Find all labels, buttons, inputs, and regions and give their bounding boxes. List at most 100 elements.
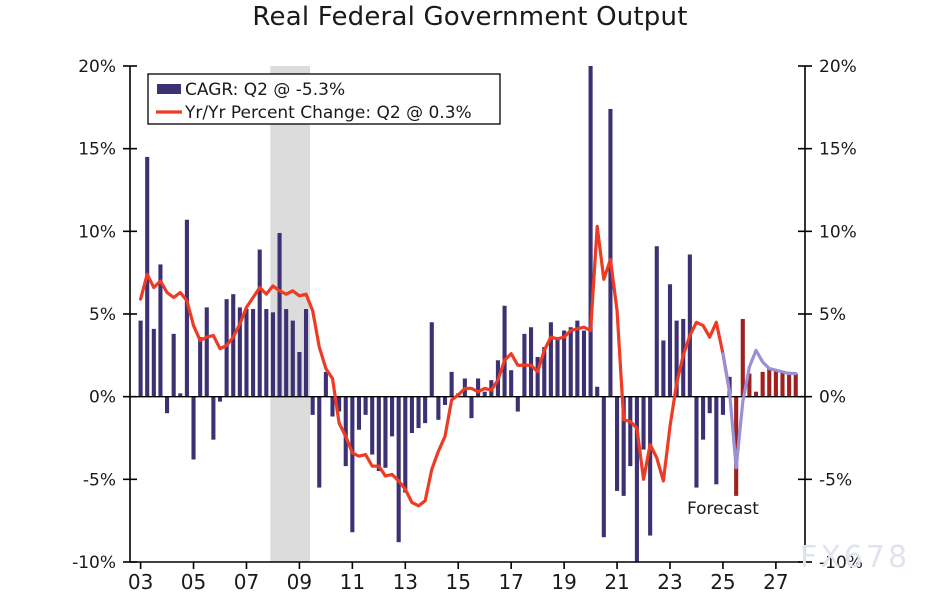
annotations-group: Forecast — [687, 499, 759, 519]
bar — [151, 328, 156, 397]
bar — [370, 396, 375, 455]
bar — [158, 264, 163, 397]
bar — [323, 371, 328, 397]
forecast-line — [721, 348, 798, 470]
bar — [244, 309, 249, 397]
bar — [211, 396, 216, 440]
x-tick-label: 19 — [551, 570, 576, 594]
bar — [376, 396, 381, 472]
recession-bands-group — [270, 66, 310, 562]
bar — [449, 371, 454, 397]
bar — [687, 254, 692, 397]
y-tick-label-left: 5% — [89, 305, 116, 325]
tick-labels-group: -10% -10% -5% -5% 0% 0% 5% 5% 10% 10% 15% 15% 20% 20%… — [72, 57, 863, 594]
historical-line — [138, 224, 732, 508]
bar — [575, 320, 580, 397]
bar — [760, 371, 765, 397]
bar — [674, 320, 679, 397]
bar — [568, 327, 573, 397]
bar — [780, 371, 785, 397]
x-tick-label: 17 — [498, 570, 523, 594]
bar — [363, 396, 368, 415]
bar — [542, 347, 547, 397]
bar — [641, 396, 646, 450]
bar — [740, 318, 745, 397]
bar — [535, 356, 540, 397]
forecast-annotation: Forecast — [687, 499, 759, 519]
bar — [184, 219, 189, 397]
y-tick-label-left: 20% — [78, 57, 116, 77]
y-tick-label-right: 5% — [819, 305, 846, 325]
y-tick-label-left: -10% — [72, 553, 116, 573]
bar — [356, 396, 362, 430]
bar — [747, 373, 752, 397]
y-tick-label-left: 0% — [89, 388, 116, 408]
bar — [224, 299, 229, 397]
bar — [390, 396, 395, 437]
y-tick-label-right: -10% — [819, 553, 863, 573]
bar — [667, 284, 673, 397]
bar — [165, 396, 170, 414]
axes-group — [123, 65, 812, 569]
bar — [171, 333, 176, 397]
bar — [204, 307, 209, 397]
bar — [773, 370, 778, 397]
x-tick-label: 07 — [234, 570, 259, 594]
bar — [714, 396, 719, 485]
bar — [264, 309, 269, 397]
line-series-group — [138, 224, 798, 508]
legend-label: CAGR: Q2 @ -5.3% — [185, 80, 345, 100]
bar — [403, 396, 408, 493]
bar — [694, 396, 699, 488]
y-tick-label-right: 15% — [819, 140, 857, 160]
bar — [191, 396, 196, 460]
y-tick-label-right: 20% — [819, 57, 857, 77]
bar — [615, 396, 620, 491]
bar — [138, 320, 143, 397]
bar — [416, 396, 421, 429]
bar — [251, 309, 256, 397]
bar — [476, 378, 481, 397]
bar — [720, 396, 725, 415]
bar — [628, 396, 633, 467]
bar — [548, 322, 553, 397]
x-tick-label: 27 — [763, 570, 788, 594]
bar — [648, 396, 653, 536]
bar — [793, 373, 798, 397]
y-tick-label-right: -5% — [819, 470, 852, 490]
bar — [634, 396, 639, 562]
bar — [528, 327, 534, 397]
bars-group — [138, 66, 798, 562]
recession-band — [270, 66, 310, 562]
legend-label: Yr/Yr Percent Change: Q2 @ 0.3% — [184, 103, 472, 123]
bar — [198, 337, 203, 397]
bar — [284, 309, 289, 397]
bar — [654, 246, 659, 397]
x-tick-label: 05 — [181, 570, 206, 594]
bar — [502, 305, 507, 397]
bar — [429, 322, 434, 397]
bar — [383, 396, 388, 468]
bar — [767, 368, 772, 397]
bar — [562, 330, 567, 397]
bar — [396, 396, 401, 543]
bar — [482, 391, 487, 397]
x-tick-label: 09 — [287, 570, 312, 594]
bar — [277, 232, 282, 397]
bar — [423, 396, 428, 424]
x-tick-label: 15 — [446, 570, 471, 594]
legend-swatch-bar — [157, 84, 181, 94]
bar — [350, 396, 355, 533]
y-tick-label-right: 10% — [819, 222, 857, 242]
x-tick-label: 21 — [604, 570, 629, 594]
bar — [555, 337, 560, 397]
x-tick-label: 23 — [657, 570, 682, 594]
bar — [595, 386, 600, 397]
bar — [588, 66, 593, 397]
bar — [787, 371, 792, 397]
bar — [734, 396, 739, 496]
bar — [178, 393, 183, 397]
bar — [409, 396, 414, 434]
